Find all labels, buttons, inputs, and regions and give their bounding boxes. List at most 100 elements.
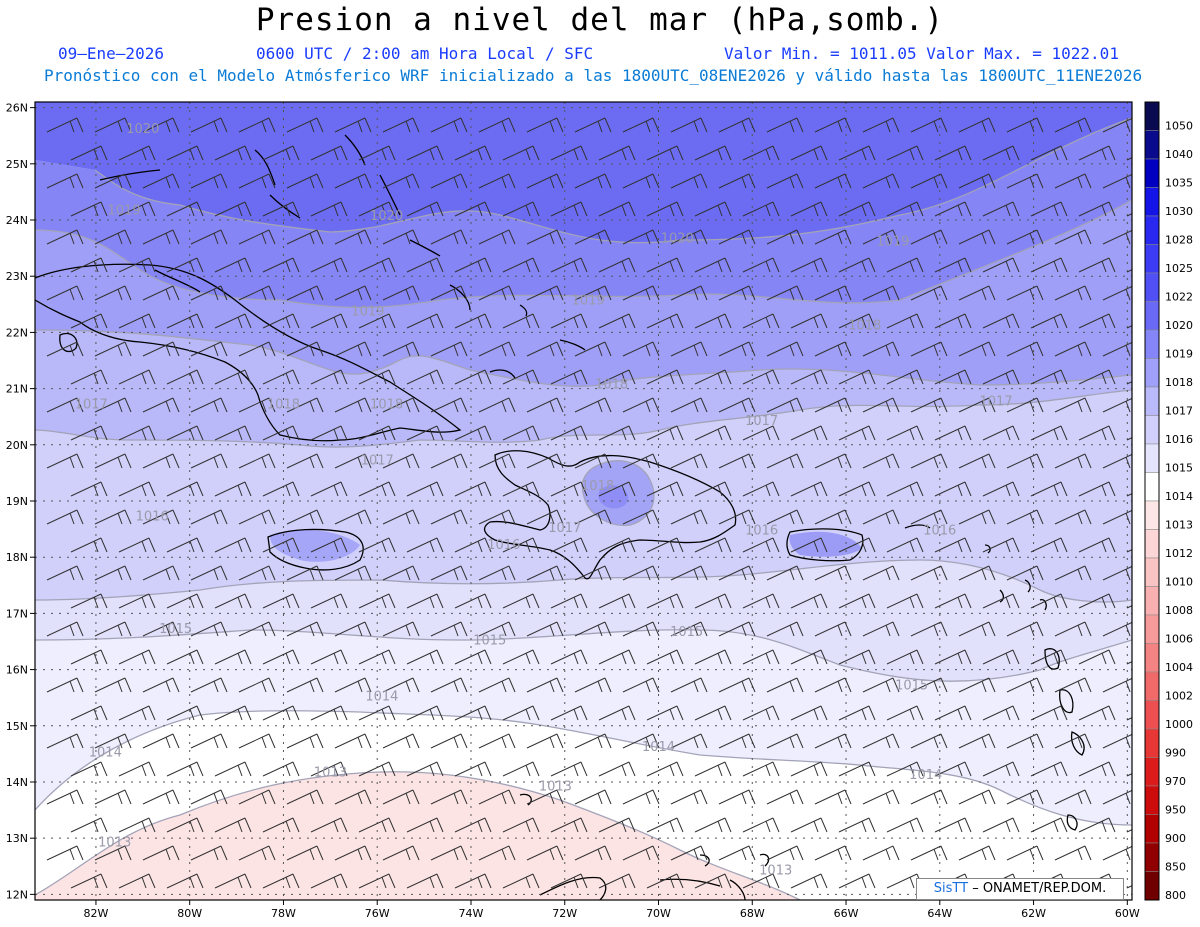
wind-barb <box>646 537 684 553</box>
legend-label: 1035 <box>1165 177 1193 190</box>
wind-barb <box>214 425 252 441</box>
wind-barb <box>1054 117 1092 133</box>
wind-barb <box>1006 509 1044 525</box>
legend-swatch <box>1144 586 1160 616</box>
wind-barb <box>286 397 324 413</box>
wind-barb <box>262 705 300 721</box>
wind-barb <box>886 481 924 497</box>
wind-barb <box>214 313 252 329</box>
wind-barb <box>406 873 444 889</box>
wind-barb <box>454 369 492 385</box>
wind-barb <box>46 565 84 581</box>
wind-barb <box>406 145 444 161</box>
wind-barb <box>142 173 180 189</box>
wind-barb <box>718 845 756 861</box>
contour-label: 1014 <box>89 746 122 761</box>
wind-barb <box>598 481 636 497</box>
legend-swatch <box>1144 329 1160 359</box>
wind-barb <box>886 705 924 721</box>
wind-barb <box>1006 341 1044 357</box>
wind-barb <box>166 201 204 217</box>
wind-barb <box>70 369 108 385</box>
wind-barb <box>1078 537 1116 553</box>
legend-label: 990 <box>1165 747 1186 760</box>
wind-barb <box>358 201 396 217</box>
wind-barb <box>598 425 636 441</box>
wind-barb <box>910 733 948 749</box>
wind-barb <box>934 201 972 217</box>
wind-barb <box>454 425 492 441</box>
wind-barb <box>742 817 780 833</box>
contour-label: 1016 <box>745 524 778 539</box>
wind-barb <box>478 677 516 693</box>
wind-barb <box>118 817 156 833</box>
wind-barb <box>574 397 612 413</box>
lat-label: 23N <box>6 270 28 283</box>
wind-barb <box>1030 649 1068 665</box>
legend-label: 850 <box>1165 861 1186 874</box>
wind-barb <box>70 537 108 553</box>
legend-swatch <box>1144 614 1160 644</box>
wind-barb <box>382 453 420 469</box>
contour-label: 1013 <box>314 765 347 780</box>
legend-label: 1000 <box>1165 718 1193 731</box>
wind-barb <box>550 369 588 385</box>
wind-barb <box>190 733 228 749</box>
wind-barb <box>694 593 732 609</box>
wind-barb <box>718 677 756 693</box>
wind-barb <box>622 677 660 693</box>
wind-barb <box>382 229 420 245</box>
wind-barb <box>718 733 756 749</box>
forecast-date: 09–Ene–2026 <box>58 44 164 63</box>
axes: 26N 25N 24N 23N 22N 21N 20N 19N 18N 17N 16N 15N 14N 1… <box>6 102 1140 920</box>
wind-barb <box>862 173 900 189</box>
wind-barb <box>166 257 204 273</box>
wind-barb <box>430 733 468 749</box>
legend-label: 1019 <box>1165 348 1193 361</box>
wind-barb <box>1030 257 1068 273</box>
wind-barb <box>286 173 324 189</box>
wind-barb <box>1102 341 1132 357</box>
wind-barb <box>670 677 708 693</box>
wind-barb <box>766 789 804 805</box>
lat-label: 19N <box>6 495 28 508</box>
wind-barb <box>46 285 84 301</box>
legend-swatch <box>1144 187 1160 217</box>
contour-label: 1015 <box>473 633 506 648</box>
wind-barb <box>1030 369 1068 385</box>
wind-barb <box>118 201 156 217</box>
wind-barb <box>814 621 852 637</box>
legend-label: 800 <box>1165 889 1186 902</box>
wind-barb <box>1078 593 1116 609</box>
wind-barb <box>694 425 732 441</box>
wind-barb <box>910 229 948 245</box>
wind-barb <box>142 677 180 693</box>
wind-barb <box>670 565 708 581</box>
wind-barb <box>718 229 756 245</box>
wind-barb <box>574 173 612 189</box>
wind-barb <box>526 229 564 245</box>
wind-barb <box>118 145 156 161</box>
wind-barb <box>886 369 924 385</box>
wind-barb <box>838 145 876 161</box>
legend-label: 1030 <box>1165 205 1193 218</box>
wind-barb <box>694 649 732 665</box>
wind-barb <box>742 425 780 441</box>
wind-barb <box>142 117 180 133</box>
wind-barb <box>46 173 84 189</box>
wind-barb <box>118 593 156 609</box>
wind-barb <box>382 285 420 301</box>
wind-barb <box>574 117 612 133</box>
wind-barb <box>910 565 948 581</box>
wind-barb <box>358 817 396 833</box>
wind-barb <box>814 565 852 581</box>
lon-label: 80W <box>177 907 202 920</box>
wind-barb <box>982 593 1020 609</box>
wind-barb <box>286 733 324 749</box>
wind-barb <box>406 369 444 385</box>
wind-barb <box>262 649 300 665</box>
wind-barb <box>1102 453 1132 469</box>
legend-label: 1028 <box>1165 234 1193 247</box>
wind-barb <box>286 453 324 469</box>
